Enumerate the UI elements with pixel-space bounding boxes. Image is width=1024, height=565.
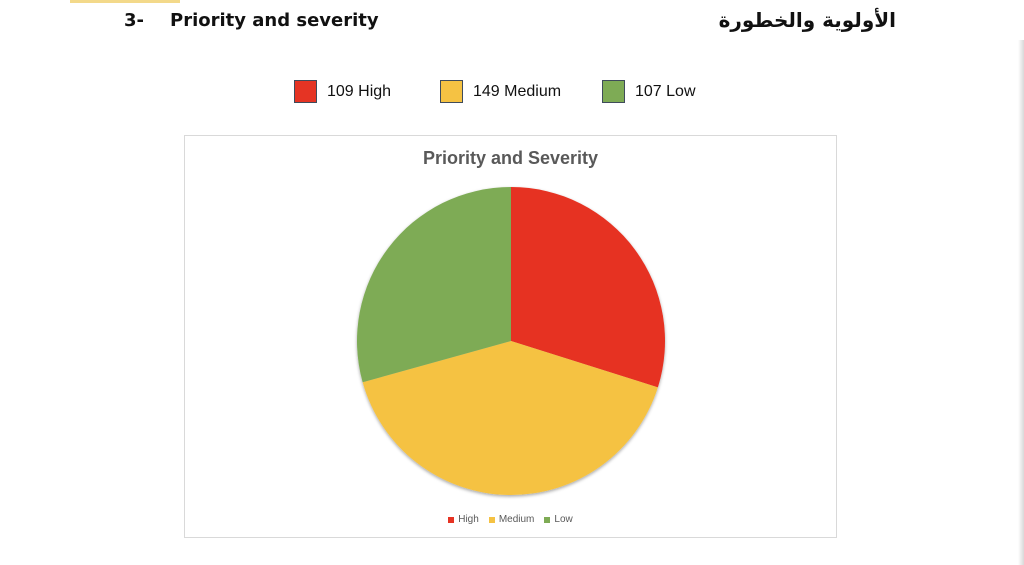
summary-legend-low: 107 Low	[602, 80, 696, 103]
pie-slice-low	[357, 187, 511, 383]
page-edge-shadow	[1018, 40, 1024, 565]
chart-legend-swatch	[448, 516, 455, 523]
summary-legend-medium: 149 Medium	[440, 80, 561, 103]
low-swatch	[602, 80, 625, 103]
pie-slice-high	[511, 187, 665, 388]
chart-legend-swatch	[544, 516, 551, 523]
medium-count-label: 149 Medium	[473, 82, 562, 100]
chart-legend-item-high: High	[448, 514, 479, 525]
chart-legend-label: Medium	[498, 514, 535, 525]
top-accent-line	[70, 0, 180, 3]
chart-legend-item-medium: Medium	[488, 514, 535, 525]
summary-legend-high: 109 High	[294, 80, 391, 103]
chart-legend-item-low: Low	[544, 514, 573, 525]
section-title: Priority and severity	[170, 10, 379, 31]
pie-slice-medium	[362, 341, 658, 496]
section-title-arabic: الأولوية والخطورة	[718, 8, 896, 32]
summary-legend: 109 High 149 Medium 107 Low	[0, 80, 1024, 106]
chart-legend-swatch	[488, 516, 495, 523]
pie-chart-frame: Priority and Severity High Medium Low	[184, 135, 837, 538]
chart-legend: High Medium Low	[185, 514, 836, 525]
chart-title: Priority and Severity	[422, 148, 599, 168]
low-count-label: 107 Low	[635, 82, 696, 100]
medium-swatch	[440, 80, 463, 103]
chart-legend-label: Low	[554, 514, 573, 525]
section-number: 3-	[124, 10, 144, 31]
high-count-label: 109 High	[327, 82, 392, 100]
high-swatch	[294, 80, 317, 103]
chart-legend-label: High	[458, 514, 479, 525]
pie-chart	[357, 187, 665, 496]
